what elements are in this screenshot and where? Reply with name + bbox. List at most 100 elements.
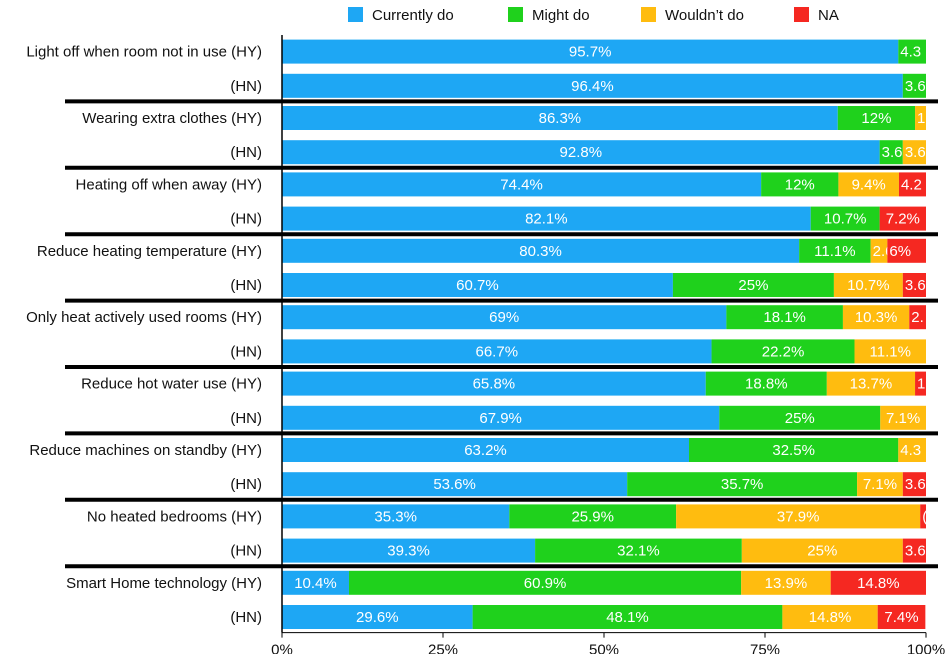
bar-row-8: 69% 18.1% 10.3% 2. (282, 305, 926, 330)
bar-value-label-17-1: 48.1% (606, 609, 649, 626)
bar-value-label-14-1: 25.9% (571, 508, 614, 525)
bar-value-label-6-1: 11.1% (814, 243, 855, 260)
bar-segment-7-0 (282, 273, 673, 297)
bar-segment-16-3 (830, 570, 926, 595)
legend-label-1: Might do (532, 7, 590, 24)
bar-row-9: 66.7% 22.2% 11.1% (282, 339, 926, 364)
bar-value-label-8-1: 18.1% (763, 309, 806, 326)
bar-segment-14-0 (282, 504, 510, 529)
bar-row-6: 80.3% 11.1% 2.66% (282, 238, 926, 263)
bar-segment-7-2 (833, 273, 903, 297)
bar-value-label-13-0: 53.6% (433, 476, 476, 493)
legend-label-2: Wouldn’t do (665, 7, 744, 24)
bar-segment-17-0 (282, 605, 473, 629)
x-axis: 0% 25% 50% 75% 100% (271, 35, 945, 654)
category-label-1: (HN) (230, 78, 262, 95)
bar-segment-10-3 (915, 371, 926, 396)
legend-label-3: NA (818, 7, 839, 24)
x-tick-label-0: 0% (271, 642, 293, 654)
bar-segment-15-2 (741, 538, 903, 563)
category-label-6: Reduce heating temperature (HY) (37, 243, 262, 260)
bar-value-label-7-3: 3.6 (905, 277, 926, 294)
bar-value-label-4-1: 12% (785, 176, 815, 193)
bar-value-label-17-2: 14.8% (809, 609, 852, 626)
category-label-11: (HN) (230, 410, 262, 427)
category-label-10: Reduce hot water use (HY) (81, 376, 262, 393)
bar-row-11: 67.9% 25% 7.1% (282, 405, 926, 430)
bar-value-label-4-2: 9.4% (852, 176, 886, 193)
bar-segment-10-1 (705, 371, 827, 396)
legend-swatch-2 (641, 7, 656, 22)
bar-value-label-15-2: 25% (807, 543, 837, 560)
bar-value-label-3-2: 3.6 (905, 144, 926, 161)
group-separators (65, 99, 938, 569)
bar-value-label-7-0: 60.7% (456, 277, 499, 294)
category-label-13: (HN) (230, 476, 262, 493)
bar-value-label-10-2: 13.7% (850, 376, 893, 393)
category-label-15: (HN) (230, 543, 262, 560)
bars-group: 95.7% 4.396.4% 3.686.3% 12% 192.8% 3.6 3.674.4… (282, 39, 927, 629)
bar-segment-14-1 (509, 504, 677, 529)
bar-value-label-16-3: 14.8% (857, 575, 900, 592)
category-label-7: (HN) (230, 277, 262, 294)
bar-value-label-8-3: 2. (911, 309, 924, 326)
bar-value-label-10-1: 18.8% (745, 376, 788, 393)
bar-value-label-11-2: 7.1% (886, 410, 920, 427)
bar-segment-14-3 (920, 504, 926, 529)
category-label-8: Only heat actively used rooms (HY) (26, 309, 262, 326)
bar-segment-11-1 (719, 405, 881, 430)
bar-segment-16-0 (282, 570, 349, 595)
bar-value-label-11-0: 67.9% (479, 410, 522, 427)
bar-value-label-10-0: 65.8% (473, 376, 516, 393)
category-label-4: Heating off when away (HY) (76, 176, 262, 193)
bar-segment-10-2 (826, 371, 916, 396)
legend-label-0: Currently do (372, 7, 454, 24)
category-label-12: Reduce machines on standby (HY) (29, 442, 262, 459)
bar-value-label-12-2: 4.3 (900, 442, 921, 459)
bar-value-label-15-0: 39.3% (387, 543, 430, 560)
bar-value-label-3-0: 92.8% (560, 144, 603, 161)
bar-segment-13-2 (857, 472, 903, 497)
bar-row-1: 96.4% 3.6 (282, 73, 926, 98)
bar-segment-17-3 (877, 605, 926, 629)
bar-value-label-17-0: 29.6% (356, 609, 399, 626)
bar-value-label-5-3: 7.2% (886, 211, 920, 228)
category-label-3: (HN) (230, 144, 262, 161)
bar-value-label-14-3: ( (922, 508, 927, 525)
bar-row-12: 63.2% 32.5% 4.3 (282, 438, 926, 462)
bar-value-label-6-0: 80.3% (519, 243, 562, 260)
bar-segment-4-1 (761, 172, 839, 197)
category-label-0: Light off when room not in use (HY) (26, 44, 262, 61)
bar-value-label-10-3: 1 (917, 376, 925, 393)
bar-segment-6-0 (282, 238, 800, 263)
bar-value-label-13-2: 7.1% (863, 476, 897, 493)
bar-segment-16-1 (348, 570, 742, 595)
bar-value-label-0-1: 4.3 (900, 44, 921, 61)
bar-row-7: 60.7% 25% 10.7% 3.6 (282, 273, 926, 297)
bar-value-label-15-3: 3.6 (905, 543, 926, 560)
bar-row-2: 86.3% 12% 1 (282, 106, 926, 130)
bar-value-label-17-3: 7.4% (884, 609, 918, 626)
x-tick-label-1: 25% (428, 642, 458, 654)
x-tick-label-3: 75% (750, 642, 780, 654)
bar-row-13: 53.6% 35.7% 7.1% 3.6 (282, 472, 926, 497)
bar-segment-3-1 (879, 140, 903, 165)
bar-segment-13-0 (282, 472, 628, 497)
bar-value-label-9-0: 66.7% (476, 343, 519, 360)
bar-value-label-7-2: 10.7% (847, 277, 890, 294)
bar-segment-8-0 (282, 305, 727, 330)
bar-value-label-12-1: 32.5% (772, 442, 815, 459)
bar-segment-7-1 (672, 273, 834, 297)
bar-value-label-16-1: 60.9% (524, 575, 567, 592)
bar-segment-14-2 (676, 504, 921, 529)
bar-row-0: 95.7% 4.3 (282, 39, 926, 64)
bar-segment-6-1 (799, 238, 871, 263)
bar-segment-5-3 (879, 206, 926, 231)
bar-row-4: 74.4% 12% 9.4% 4.2 (282, 172, 926, 197)
bar-value-label-9-1: 22.2% (762, 343, 805, 360)
bar-segment-2-1 (837, 106, 916, 130)
bar-value-label-2-2: 1 (917, 110, 925, 127)
x-tick-label-2: 50% (589, 642, 619, 654)
bar-value-label-13-1: 35.7% (721, 476, 764, 493)
bar-segment-13-3 (902, 472, 926, 497)
